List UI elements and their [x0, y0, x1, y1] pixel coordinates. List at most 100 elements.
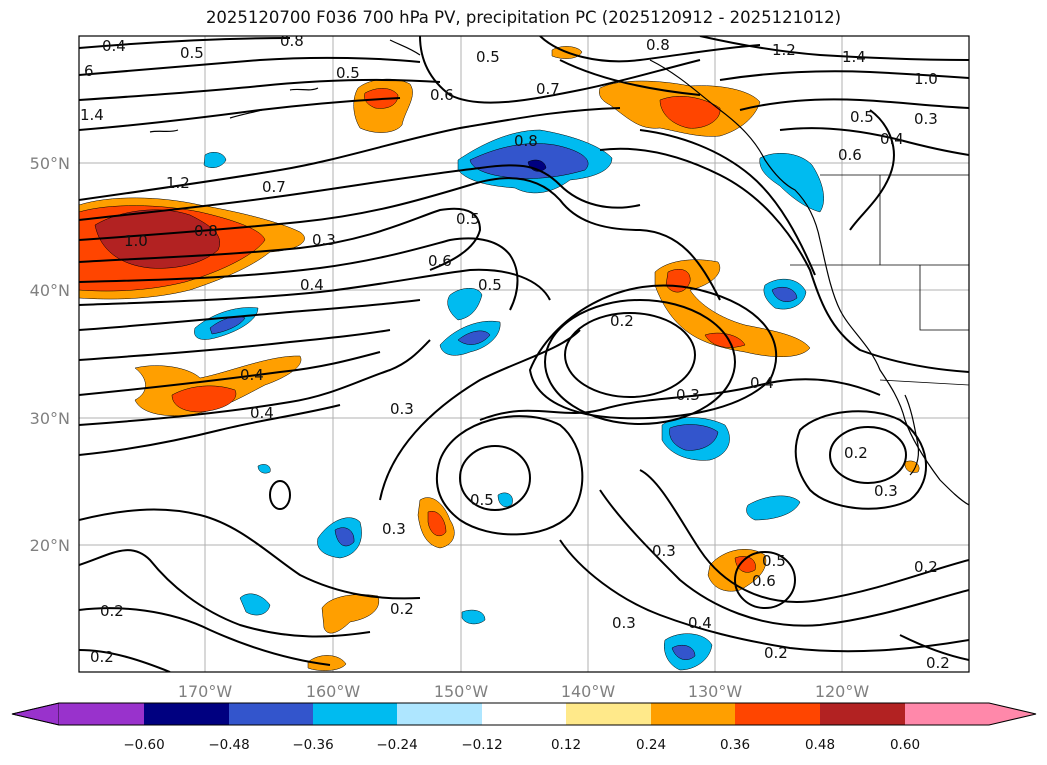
- aleutian-islands: [229, 109, 263, 119]
- pv-contour-line: [459, 445, 531, 511]
- pv-contour-line: [419, 36, 701, 104]
- contour-label: 0.8: [646, 36, 670, 54]
- contour-label: 1.0: [914, 70, 938, 88]
- pv-contour-line: [559, 539, 969, 653]
- colorbar-outline: [11, 702, 1037, 726]
- contour-label: 0.6: [838, 146, 862, 164]
- contour-label: 0.2: [100, 602, 124, 620]
- precip-region-neg-23n: [746, 495, 801, 521]
- colorbar-tick: −0.60: [123, 737, 164, 753]
- pv-contour-line: [479, 378, 881, 421]
- colorbar-segment: [566, 703, 651, 725]
- pv-contour-line: [269, 480, 291, 510]
- precip-region-neg-small-a: [203, 152, 227, 168]
- colorbar-tick: −0.24: [376, 737, 417, 753]
- contour-label: 0.3: [676, 386, 700, 404]
- colorbar-segment: [229, 703, 313, 725]
- contour-label: 0.4: [750, 374, 774, 392]
- lon-tick-120w: 120°W: [815, 682, 870, 701]
- pv-contour-line: [559, 59, 701, 96]
- latitude-labels: 50°N 40°N 30°N 20°N: [30, 154, 70, 555]
- lon-tick-130w: 130°W: [688, 682, 743, 701]
- precip-region-neg-28n-core: [669, 424, 719, 451]
- colorbar-labels: −0.60 −0.48 −0.36 −0.24 −0.12 0.12 0.24 …: [123, 737, 920, 753]
- contour-label: 0.3: [914, 110, 938, 128]
- contour-label: 0.2: [914, 558, 938, 576]
- precip-region-neg-small-b: [461, 609, 486, 625]
- precip-region-coast-core: [659, 96, 721, 129]
- contour-label: 0.2: [926, 654, 950, 672]
- pv-contour-line: [79, 78, 441, 101]
- precip-region-neg-mid-a: [447, 288, 483, 321]
- precip-region-neg-north-mid: [469, 143, 589, 179]
- contour-label: 0.2: [390, 600, 414, 618]
- precip-region-neg-21n-core: [334, 527, 355, 547]
- pv-contour-line: [699, 36, 969, 61]
- contour-label: 0.3: [874, 482, 898, 500]
- lat-tick-40n: 40°N: [30, 281, 70, 300]
- contour-label: 0.5: [180, 44, 204, 62]
- pv-contour-line: [79, 237, 519, 311]
- contour-label: 1.2: [772, 41, 796, 59]
- coastline: [149, 39, 969, 506]
- contour-label: 1.2: [166, 174, 190, 192]
- pv-contours: [79, 36, 969, 672]
- precip-region-neg-small-d: [257, 464, 271, 474]
- precip-region-south-a: [321, 594, 380, 634]
- precip-region-neg-south-core: [671, 645, 696, 660]
- north-america-coast: [649, 59, 969, 506]
- colorbar-tick: −0.12: [461, 737, 502, 753]
- mexico-border: [879, 379, 969, 386]
- contour-label: 0.5: [456, 210, 480, 228]
- map-frame: [78, 35, 970, 673]
- contour-label: 0.8: [514, 132, 538, 150]
- pv-contour-line: [528, 284, 778, 420]
- map-title: 2025120700 F036 700 hPa PV, precipitatio…: [205, 8, 842, 27]
- pv-contour-line: [829, 426, 907, 484]
- contour-label: 0.7: [262, 178, 286, 196]
- contour-label: 0.6: [430, 86, 454, 104]
- colorbar-segment: [482, 703, 566, 725]
- contour-label: 0.7: [536, 80, 560, 98]
- precip-region-neg-small-c: [497, 492, 513, 507]
- colorbar-extend-low: [11, 702, 60, 726]
- lat-tick-20n: 20°N: [30, 536, 70, 555]
- pv-contour-line: [539, 36, 761, 63]
- colorbar-segment: [735, 703, 820, 725]
- contour-label: 0.6: [428, 252, 452, 270]
- pv-contour-line: [779, 127, 969, 156]
- lon-tick-150w: 150°W: [434, 682, 489, 701]
- pv-contour-line: [79, 177, 721, 301]
- contour-label: 0.4: [688, 614, 712, 632]
- contour-label: 0.3: [652, 542, 676, 560]
- precip-region-neg-east-core: [771, 287, 798, 302]
- pv-contour-line: [79, 404, 341, 456]
- contour-label: 0.3: [382, 520, 406, 538]
- pv-contour-line: [79, 37, 291, 49]
- pv-contour-line: [79, 329, 391, 361]
- colorbar-tick: 0.12: [551, 737, 581, 753]
- colorbar-tick: 0.24: [636, 737, 666, 753]
- lat-tick-30n: 30°N: [30, 409, 70, 428]
- contour-label: 0.2: [844, 444, 868, 462]
- precip-region-neg-coast: [759, 153, 824, 213]
- pv-contour-line: [79, 107, 621, 201]
- precip-region-30n-core: [171, 385, 237, 413]
- pv-contour-line: [794, 410, 927, 510]
- precip-region-neg-mid-b-core: [457, 330, 491, 345]
- contour-label: 0.8: [280, 32, 304, 50]
- pv-contour-line: [899, 634, 969, 661]
- contour-label: 0.2: [610, 312, 634, 330]
- lon-tick-140w: 140°W: [561, 682, 616, 701]
- contour-label: 0.5: [762, 552, 786, 570]
- longitude-labels: 170°W 160°W 150°W 140°W 130°W 120°W: [178, 682, 870, 701]
- pv-contour-line: [639, 469, 969, 603]
- precip-region-central-outer: [654, 259, 811, 358]
- pv-contour-line: [79, 164, 641, 221]
- state-border: [919, 265, 969, 331]
- contour-label: 0.3: [390, 400, 414, 418]
- baja-peninsula: [904, 394, 920, 476]
- contour-label-group: 0.4 0.5 0.8 0.5 0.5 0.8 1.2 1.4 1.0 0.5 …: [80, 32, 950, 672]
- pv-contour-line: [79, 299, 421, 331]
